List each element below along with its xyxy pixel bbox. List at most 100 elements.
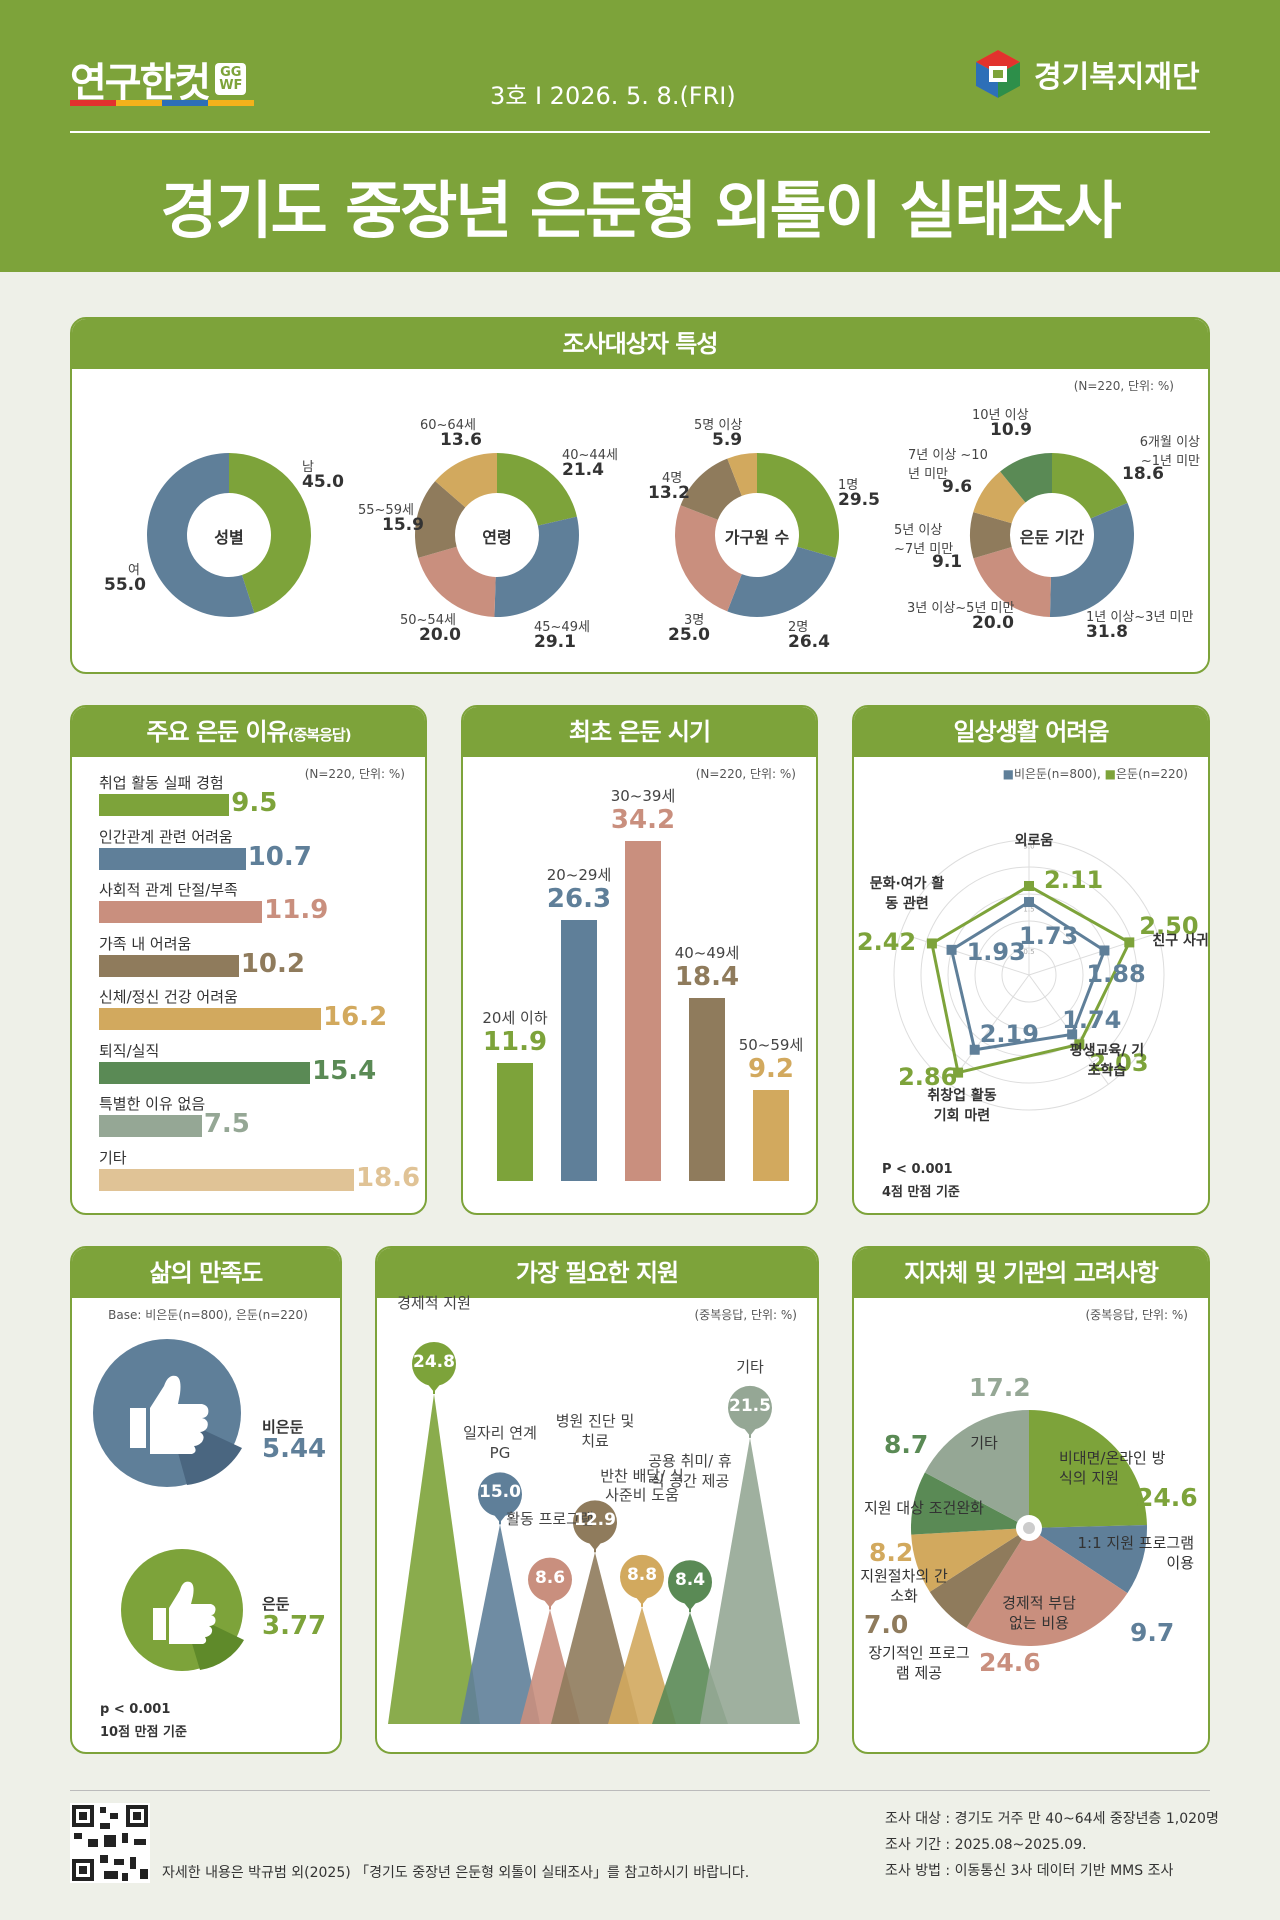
household-center-label: 가구원 수: [724, 528, 790, 547]
support-bubble: [573, 1500, 617, 1545]
recluse-polygon: [930, 884, 1132, 1075]
reason-value: 10.2: [240, 948, 305, 979]
org-logo[interactable]: 경기복지재단: [976, 50, 1200, 98]
reason-bar: [99, 1008, 322, 1030]
radar-value-b: 2.42: [856, 928, 917, 957]
issue-date: 3호 I 2026. 5. 8.(FRI): [490, 82, 736, 110]
gender-slice: [146, 453, 255, 617]
reason-bar: [99, 1061, 311, 1084]
onset-label: 20세 이하: [482, 1008, 548, 1027]
radar-axis-label: 친구 사귀기: [1152, 933, 1209, 949]
support-value: 8.6: [534, 1567, 566, 1588]
age-label-60: 60~64세: [420, 418, 476, 433]
org-emblem-icon: [976, 50, 1020, 98]
radar-value-b: 2.86: [898, 1062, 958, 1091]
legend-a: 비은둔(n=800): [1013, 767, 1097, 781]
footer-divider: [70, 1790, 1210, 1791]
considerations-slice: [929, 1528, 1029, 1629]
period-label-5y: 5년 이상 ~7년 미만: [894, 523, 954, 557]
onset-note: (N=220, 단위: %): [695, 767, 796, 781]
onset-title: 최초 은둔 시기: [463, 707, 816, 757]
household-label-1: 1명: [838, 478, 859, 493]
support-bubble-tip: [742, 1425, 758, 1436]
household-value-5: 5.9: [712, 430, 743, 450]
household-slice: [757, 453, 839, 558]
research-logo[interactable]: 연구한컷 GG WF: [70, 50, 247, 108]
age-slice: [435, 453, 497, 508]
gender-label-female: 여: [128, 563, 140, 578]
considerations-label: 경제적 부담 없는 비용: [1002, 1594, 1076, 1633]
onset-label: 30~39세: [610, 787, 676, 805]
age-value-60: 13.6: [440, 430, 482, 450]
period-slice: [1052, 453, 1128, 519]
non-recluse-point: [946, 944, 957, 955]
logo-badge-bottom: WF: [219, 78, 243, 93]
radar-value-b: 2.03: [1089, 1049, 1149, 1078]
support-bubble: [528, 1557, 572, 1602]
support-label: 병원 진단 및 치료: [555, 1412, 635, 1450]
reason-bar: [99, 847, 246, 870]
profile-donuts: [146, 453, 1134, 617]
support-mountain: [700, 1437, 800, 1724]
period-label-1y: 1년 이상~3년 미만: [1086, 610, 1194, 625]
household-slice: [680, 458, 742, 520]
period-label-10y: 10년 이상: [972, 408, 1029, 423]
profile-panel: 조사대상자 특성 (N=220, 단위: %) 성별 연령 가구원 수 은둔 기…: [70, 317, 1210, 674]
support-chart: [388, 1342, 800, 1724]
radar-spoke: [1028, 932, 1158, 976]
age-label-45: 45~49세: [534, 620, 590, 635]
reason-value: 9.5: [231, 788, 278, 818]
household-value-1: 29.5: [838, 490, 880, 510]
support-bubble-tip: [492, 1512, 508, 1523]
reason-value: 15.4: [312, 1055, 377, 1086]
non-recluse-point: [1067, 1029, 1078, 1040]
period-slice: [1000, 453, 1052, 503]
recluse-point: [926, 938, 937, 949]
logo-badge: GG WF: [215, 63, 247, 95]
logo-color-bar: [70, 100, 254, 106]
reason-value: 10.7: [247, 841, 312, 872]
reason-label: 인간관계 관련 어려움: [99, 827, 233, 846]
support-value: 12.9: [574, 1510, 616, 1531]
considerations-label: 1:1 지원 프로그램 이용: [1077, 1534, 1194, 1573]
recluse-point: [1024, 880, 1034, 891]
legend-b: 은둔(n=220): [1115, 767, 1188, 781]
radar-tick: 3.0: [1023, 842, 1034, 850]
period-value-6m: 18.6: [1122, 464, 1164, 484]
reasons-title: 주요 은둔 이유(중복응답): [72, 707, 425, 757]
support-mountain: [551, 1552, 639, 1724]
household-value-4: 13.2: [648, 483, 690, 503]
radar-tick: 1.5: [1023, 906, 1034, 914]
footer-reference: 자세한 내용은 박규범 외(2025) 「경기도 중장년 은둔형 외톨이 실태조…: [162, 1865, 750, 1881]
support-mountain: [388, 1394, 480, 1724]
reason-label: 신체/정신 건강 어려움: [99, 988, 238, 1006]
support-label: 공용 취미/ 휴식 공간 제공: [648, 1452, 732, 1490]
age-value-45: 29.1: [534, 632, 576, 652]
support-bubble-tip: [542, 1597, 558, 1608]
considerations-chart: [911, 1410, 1147, 1646]
gender-donut: [146, 453, 311, 617]
support-label: 경제적 지원: [397, 1294, 471, 1312]
onset-bar: [753, 1089, 789, 1181]
support-label: 반찬 배달/ 식사준비 도움: [600, 1466, 684, 1505]
support-bubble: [668, 1560, 712, 1605]
radar-value-a: 1.93: [966, 937, 1026, 966]
pie-hub-dot: [1023, 1522, 1035, 1534]
support-value: 8.4: [674, 1570, 706, 1591]
radar-axis-label: 문화·여가 활동 관련: [869, 876, 945, 912]
onset-bar: [561, 919, 597, 1181]
org-name: 경기복지재단: [1034, 60, 1200, 95]
age-slice: [494, 516, 579, 617]
support-mountain: [460, 1524, 540, 1724]
support-bubble: [478, 1472, 522, 1517]
radar-value-b: 2.11: [1044, 865, 1104, 894]
age-donut: [415, 453, 579, 617]
onset-label: 50~59세: [738, 1035, 804, 1054]
period-slice: [973, 546, 1051, 617]
non-recluse-polygon: [949, 900, 1107, 1052]
reason-label: 취업 활동 실패 경험: [99, 774, 224, 792]
satisfaction-title: 삶의 만족도: [72, 1248, 340, 1298]
support-mountain: [608, 1606, 676, 1724]
onset-value: 9.2: [747, 1053, 795, 1084]
qr-code-icon[interactable]: [70, 1803, 150, 1883]
